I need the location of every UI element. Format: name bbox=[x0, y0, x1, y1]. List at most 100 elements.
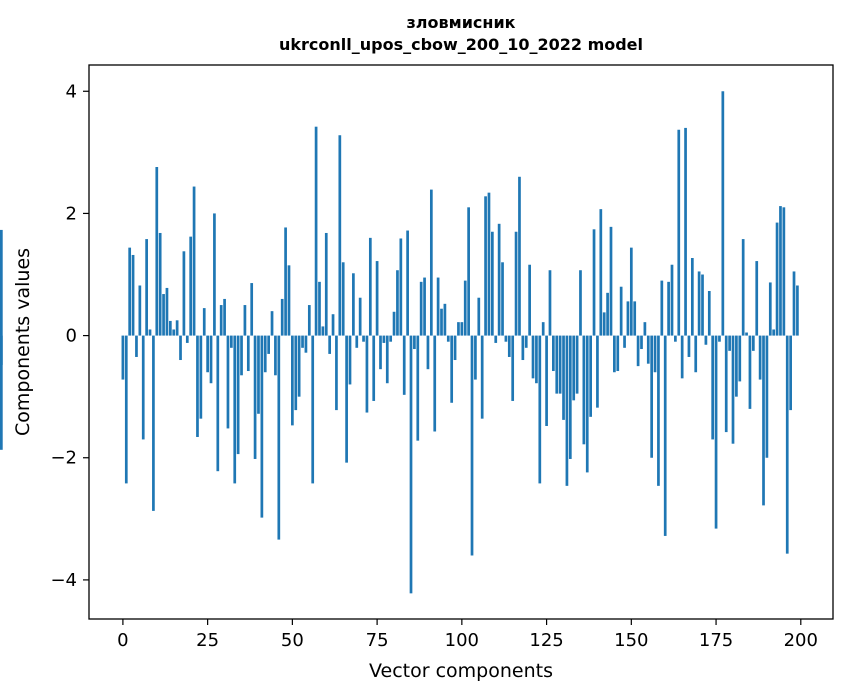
bar-145 bbox=[613, 335, 616, 373]
bar-165 bbox=[680, 335, 684, 379]
bar-100 bbox=[460, 322, 464, 336]
bar-88 bbox=[419, 281, 423, 336]
bar-53 bbox=[301, 335, 304, 348]
bar-190 bbox=[765, 335, 769, 458]
bar-128 bbox=[555, 335, 559, 394]
bar-187 bbox=[755, 261, 759, 336]
bar-78 bbox=[385, 335, 389, 384]
bar-undefined bbox=[0, 229, 3, 336]
bar-196 bbox=[785, 335, 789, 554]
bar-108 bbox=[487, 192, 491, 336]
bar-49 bbox=[287, 265, 291, 336]
bar-25 bbox=[206, 335, 209, 373]
bar-147 bbox=[619, 286, 623, 336]
bar-0 bbox=[121, 335, 125, 380]
bar-182 bbox=[738, 335, 742, 382]
bar-148 bbox=[623, 335, 626, 348]
bar-130 bbox=[562, 335, 565, 420]
bar-152 bbox=[636, 335, 640, 367]
bar-101 bbox=[463, 280, 467, 336]
bar-48 bbox=[284, 227, 287, 336]
bar-195 bbox=[782, 207, 786, 336]
bar-121 bbox=[531, 335, 535, 379]
bar-74 bbox=[372, 335, 376, 401]
x-tick-label: 0 bbox=[117, 630, 128, 651]
bar-141 bbox=[599, 209, 603, 336]
bar-27 bbox=[213, 213, 216, 336]
bar-159 bbox=[660, 280, 664, 336]
bar-38 bbox=[250, 283, 254, 336]
chart-subtitle: ukrconll_upos_cbow_200_10_2022 model bbox=[279, 35, 643, 54]
bar-36 bbox=[243, 305, 247, 336]
bar-60 bbox=[324, 232, 328, 336]
bar-9 bbox=[152, 335, 155, 511]
bar-138 bbox=[589, 335, 592, 417]
bar-122 bbox=[535, 335, 538, 384]
y-tick-label: 0 bbox=[66, 326, 77, 347]
bar-31 bbox=[226, 335, 230, 429]
bar-26 bbox=[209, 335, 213, 384]
bar-113 bbox=[504, 335, 508, 342]
bar-94 bbox=[440, 308, 443, 336]
bar-194 bbox=[779, 206, 782, 336]
bar-7 bbox=[145, 239, 148, 336]
bar-34 bbox=[236, 335, 240, 455]
bar-164 bbox=[677, 129, 681, 336]
x-axis-label: Vector components bbox=[369, 660, 553, 682]
bar-3 bbox=[131, 254, 135, 336]
bar-52 bbox=[297, 335, 301, 397]
bar-104 bbox=[474, 335, 477, 380]
bar-118 bbox=[521, 335, 525, 361]
bar-174 bbox=[711, 335, 715, 440]
bar-71 bbox=[362, 335, 365, 342]
bar-11 bbox=[158, 232, 162, 336]
bar-73 bbox=[368, 237, 372, 336]
bar-21 bbox=[192, 186, 196, 336]
bar-139 bbox=[592, 229, 596, 336]
bar-146 bbox=[616, 335, 620, 372]
bar-95 bbox=[443, 303, 447, 336]
bar-137 bbox=[585, 335, 589, 473]
bar-126 bbox=[548, 270, 552, 336]
bar-173 bbox=[707, 291, 711, 336]
bar-160 bbox=[663, 335, 667, 536]
bar-62 bbox=[331, 314, 335, 336]
y-axis-ticks: −4 −2 0 2 4 bbox=[50, 81, 89, 591]
bar-96 bbox=[446, 335, 450, 342]
bar-158 bbox=[657, 335, 660, 486]
bar-186 bbox=[751, 335, 755, 351]
bar-111 bbox=[497, 223, 501, 336]
bar-177 bbox=[721, 91, 725, 336]
bar-56 bbox=[311, 335, 315, 484]
bar-17 bbox=[179, 335, 182, 361]
x-tick-label: 150 bbox=[614, 630, 648, 651]
bar-35 bbox=[240, 335, 243, 376]
bar-171 bbox=[701, 274, 704, 336]
plot-frame bbox=[88, 64, 834, 620]
bar-50 bbox=[291, 335, 294, 426]
bar-75 bbox=[375, 261, 379, 336]
bar-199 bbox=[796, 285, 799, 336]
bar-143 bbox=[606, 292, 609, 336]
bar-15 bbox=[172, 329, 176, 336]
bar-28 bbox=[216, 335, 220, 472]
bar-14 bbox=[168, 320, 172, 336]
bar-98 bbox=[453, 335, 457, 361]
bar-185 bbox=[748, 335, 752, 409]
y-axis-label: Components values bbox=[12, 248, 34, 436]
bar-80 bbox=[392, 311, 396, 336]
bar-51 bbox=[294, 335, 298, 411]
bar-46 bbox=[277, 335, 281, 540]
bar-81 bbox=[396, 270, 399, 336]
bar-33 bbox=[233, 335, 237, 484]
bar-178 bbox=[724, 335, 728, 433]
x-tick-label: 25 bbox=[196, 630, 219, 651]
bar-40 bbox=[257, 335, 260, 414]
bar-86 bbox=[413, 335, 416, 350]
bar-176 bbox=[718, 335, 721, 342]
bar-161 bbox=[667, 281, 670, 336]
bar-1 bbox=[124, 335, 128, 484]
bar-179 bbox=[728, 335, 731, 351]
bar-191 bbox=[768, 282, 772, 336]
